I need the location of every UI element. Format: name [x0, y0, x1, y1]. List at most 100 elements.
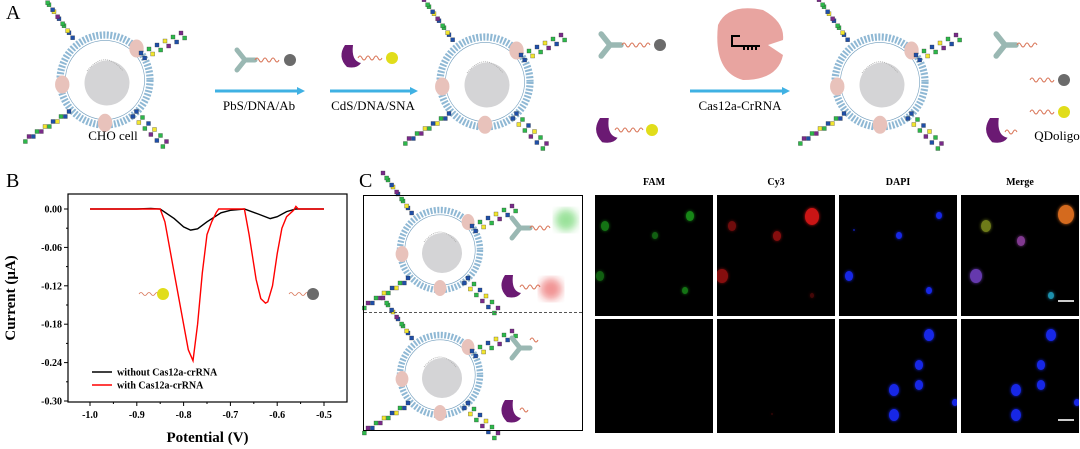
y-tick-label: -0.24: [41, 358, 62, 369]
arrow-step1-icon: [215, 87, 305, 95]
cell-fluorescence-spot: [936, 212, 942, 220]
glycan-chain-icon: [913, 32, 962, 63]
released-pbs-qd-icon: [1058, 74, 1070, 86]
micrograph-cy3-with-cas12a: [717, 195, 835, 316]
cell-fluorescence-spot: [1011, 409, 1021, 421]
step2-label: CdS/DNA/SNA: [331, 98, 415, 113]
dna-strand-icon: [1004, 129, 1018, 135]
cell-fluorescence-spot: [682, 287, 688, 295]
antibody-icon: [993, 31, 1019, 59]
micrograph-fam-with-cas12a: [595, 195, 713, 316]
dna-strand-icon: [357, 55, 383, 61]
micrograph-dapi-without-cas12a: [839, 319, 957, 433]
x-tick-label: -0.5: [316, 410, 332, 421]
cell-fluorescence-spot: [773, 231, 781, 241]
arrow-step2-icon: [330, 87, 418, 95]
cell-fluorescence-spot: [924, 329, 934, 341]
receptor-icon: [435, 77, 450, 96]
glycan-chain-icon: [45, 0, 75, 40]
nucleus-icon: [464, 62, 510, 108]
cell-fluorescence-spot: [1037, 380, 1045, 390]
dna-strand-icon: [1016, 42, 1038, 48]
x-tick-label: -1.0: [82, 410, 98, 421]
receptor-icon: [872, 115, 888, 134]
cell-fluorescence-spot: [1017, 236, 1025, 246]
column-header-merge: Merge: [1006, 177, 1034, 188]
divider-line: [364, 312, 582, 313]
glycan-chain-icon: [403, 111, 452, 146]
voltammetry-chart: -1.0 -0.9 -0.8 -0.7 -0.6 -0.5 0.00 -0.06 -0.12 -0…: [3, 193, 348, 446]
glycan-chain-icon: [138, 30, 187, 61]
glycan-chain-icon: [816, 0, 850, 42]
sna-lectin-icon: [501, 275, 521, 298]
column-header-dapi: DAPI: [885, 177, 911, 188]
membrane-icon: [396, 206, 484, 294]
cy3-fluorescence-icon: [540, 278, 562, 300]
scale-bar: [1058, 300, 1074, 302]
cell-fluorescence-spot: [889, 409, 899, 421]
antibody-icon: [509, 215, 533, 241]
arrow-step3-icon: [690, 87, 790, 95]
cell-fluorescence-spot: [728, 221, 736, 231]
micrograph-cy3-without-cas12a: [717, 319, 835, 433]
receptor-icon: [395, 246, 409, 262]
y-tick-label: -0.18: [41, 320, 62, 331]
cell-fluorescence-spot: [652, 232, 658, 240]
dna-strand-icon: [1029, 109, 1055, 115]
nucleus-icon: [422, 233, 462, 273]
cell-fluorescence-spot: [717, 269, 728, 284]
released-cds-qd-icon: [1058, 106, 1070, 118]
glycan-chain-icon: [469, 203, 518, 234]
glycan-chain-icon: [362, 275, 411, 311]
glycan-chain-icon: [23, 109, 72, 144]
cell-fluorescence-spot: [915, 380, 923, 390]
y-tick-label: -0.12: [41, 281, 62, 292]
column-header-fam: FAM: [642, 177, 666, 188]
cds-qd-icon: [386, 52, 398, 64]
receptor-icon: [433, 280, 447, 296]
legend-label: without Cas12a-crRNA: [117, 368, 218, 379]
cell-fluorescence-spot: [952, 399, 957, 407]
dna-strand-icon: [254, 57, 280, 63]
y-tick-label: 0.00: [45, 205, 63, 216]
dna-strand-icon: [519, 407, 529, 413]
legend-label: with Cas12a-crRNA: [117, 381, 204, 392]
glycan-chain-icon: [362, 400, 411, 436]
dna-strand-icon: [529, 225, 551, 231]
sna-lectin-icon: [341, 45, 361, 68]
pbs-qd-icon: [654, 39, 666, 51]
series-line-without-cas12a: [90, 207, 324, 231]
micrograph-dapi-with-cas12a: [839, 195, 957, 316]
cho-cell-label: CHO cell: [88, 128, 138, 143]
receptor-icon: [830, 77, 845, 96]
dna-strand-icon: [519, 284, 541, 290]
micrograph-fam-without-cas12a: [595, 319, 713, 433]
cell-fluorescence-spot: [853, 229, 855, 232]
cell-fluorescence-spot: [1048, 292, 1054, 300]
nucleus-icon: [422, 358, 462, 398]
antibody-icon: [509, 335, 533, 361]
schematic-box: [363, 195, 583, 431]
schematic-cell-without-cas: [362, 295, 518, 441]
glycan-chain-icon: [518, 32, 567, 63]
glycan-chain-icon: [462, 400, 501, 441]
y-axis-label: Current (μA): [3, 255, 19, 340]
step3-label: Cas12a-CrRNA: [698, 98, 782, 113]
cell-fluorescence-spot: [1058, 205, 1074, 225]
fam-fluorescence-icon: [555, 209, 577, 231]
glycan-chain-icon: [905, 111, 944, 151]
series-line-with-cas12a: [90, 205, 324, 364]
panel-b-label: B: [6, 170, 20, 192]
column-header-cy3: Cy3: [767, 177, 785, 188]
cell-fluorescence-spot: [686, 211, 694, 221]
cas12a-icon: [717, 8, 784, 80]
dna-strand-icon: [1029, 77, 1055, 83]
sna-lectin-icon: [986, 118, 1008, 143]
cell-fluorescence-spot: [596, 271, 604, 281]
x-tick-label: -0.8: [176, 410, 192, 421]
qdoligo-label: QDoligo: [1034, 128, 1080, 143]
cell-fluorescence-spot: [810, 293, 814, 298]
scale-bar: [1058, 419, 1074, 421]
